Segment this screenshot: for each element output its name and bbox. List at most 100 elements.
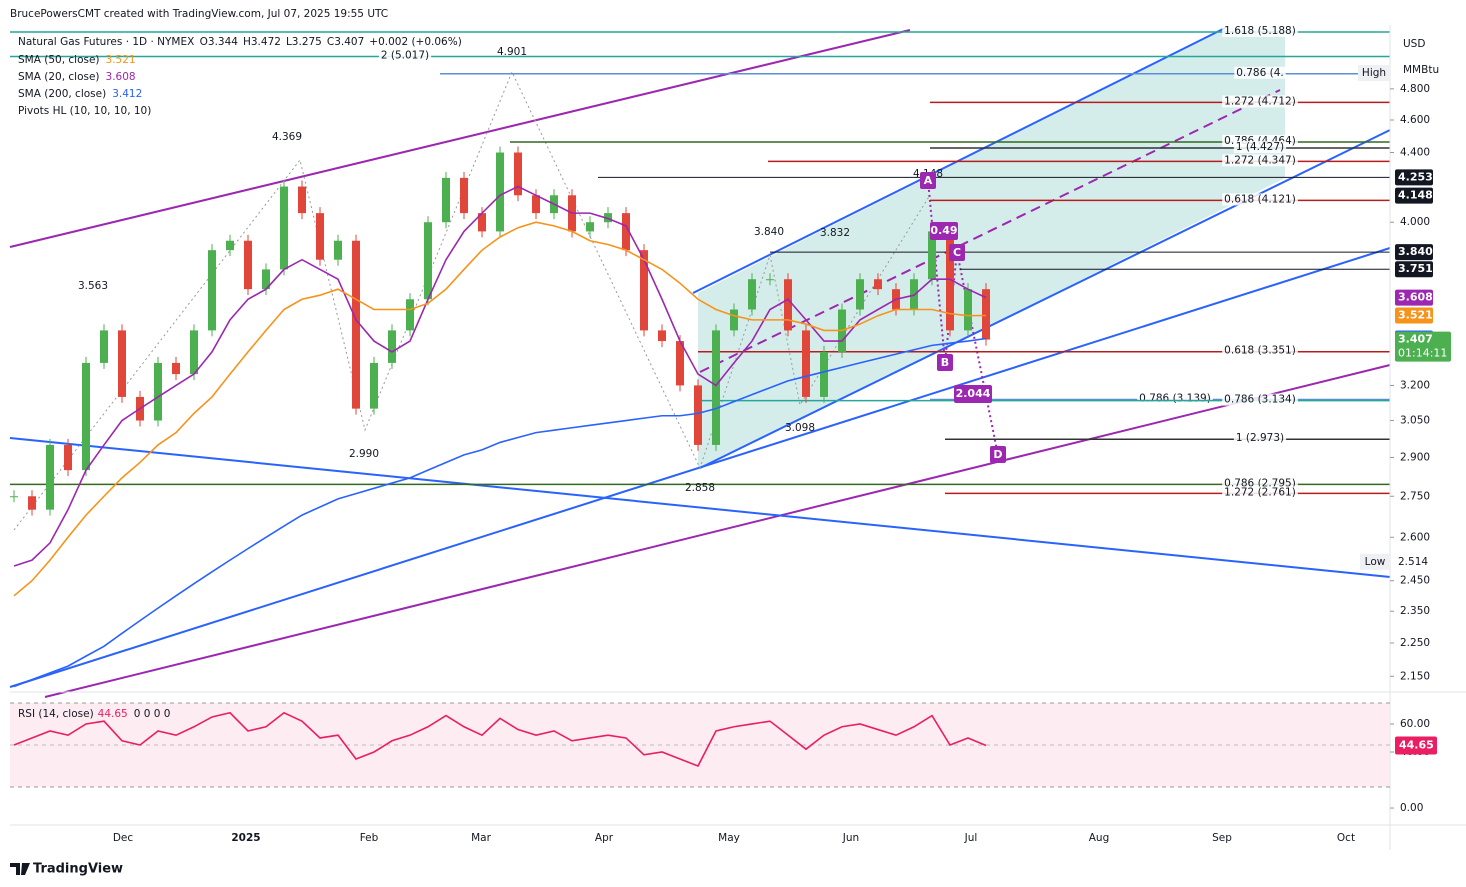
indicator-name: Pivots HL (10, 10, 10, 10) (18, 105, 151, 117)
currency: USD (1403, 38, 1425, 50)
sma-line (13, 185, 987, 567)
candle-body (190, 330, 198, 375)
candle-body (964, 289, 972, 331)
y-tick-label: 3.200 (1400, 379, 1430, 391)
y-tick-label: 2.900 (1400, 451, 1430, 463)
high-badge (1358, 65, 1390, 81)
rsi-title: RSI (14, close) (18, 708, 94, 720)
fib-label-bg (1222, 95, 1298, 108)
annotations: 4.901 4.369 3.563 2.990 3.840 3.832 3.09… (78, 46, 1006, 494)
time-label: Feb (360, 832, 379, 844)
candle-body (226, 240, 234, 251)
candle-body (370, 362, 378, 409)
fib-label-bg (1233, 141, 1287, 154)
candle-body (118, 330, 126, 397)
y-tick-label: 3.050 (1400, 415, 1430, 427)
candle-body (622, 213, 630, 251)
y-tick-label: 2.150 (1400, 670, 1430, 682)
rsi-tick-label: 0.00 (1400, 802, 1423, 814)
indicator-legend: SMA (50, close) 3.521 SMA (20, close) 3.608… (18, 54, 151, 117)
pivot-label: 3.840 (754, 226, 784, 238)
candle-body (244, 240, 252, 290)
ohlc-value: 3.275 (292, 36, 322, 48)
brand: TradingView (33, 862, 123, 877)
y-tick-label: 4.600 (1400, 114, 1430, 126)
fib-label-bg (1222, 486, 1298, 499)
y-tick-label: 4.800 (1400, 83, 1430, 95)
indicator-value: 3.412 (112, 88, 142, 100)
indicator-entry: SMA (20, close) 3.608 (18, 71, 136, 83)
time-label: Sep (1212, 832, 1232, 844)
trendline (699, 129, 1391, 469)
low-tag (1392, 553, 1436, 570)
candle-body (334, 240, 342, 260)
y-tick-label: 2.350 (1400, 605, 1430, 617)
ohlc-label: O (200, 36, 208, 48)
legend-symbol: Natural Gas Futures · 1D · NYMEX O3.344 H3… (18, 36, 462, 48)
indicator-name: SMA (50, close) (18, 54, 100, 66)
pivot-label: 4.901 (497, 46, 527, 58)
candle-body (316, 213, 324, 260)
time-label: 2025 (231, 832, 260, 844)
candle-body (730, 309, 738, 331)
rsi-legend: RSI (14, close) 44.65 0 0 0 0 (18, 708, 170, 720)
price-axis: 4.800 4.600 4.400 4.000 3.200 3.050 2.900 2.750… (1360, 83, 1451, 682)
candle-body (802, 330, 810, 397)
indicator-entry: Pivots HL (10, 10, 10, 10) (18, 105, 151, 117)
rsi-tag-label: 44.65 (1399, 738, 1434, 751)
low-value: 2.514 (1398, 556, 1428, 568)
candle-body (478, 213, 486, 232)
candle-body (928, 231, 936, 280)
unit: MMBtu (1403, 64, 1439, 76)
rsi-extra: 0 0 0 0 (134, 708, 171, 720)
pivot-label: 3.563 (78, 280, 108, 292)
candle-body (874, 279, 882, 290)
candle-body (352, 240, 360, 409)
rsi-value: 44.65 (98, 708, 128, 720)
pattern-label: B (941, 356, 949, 369)
candle-body (514, 152, 522, 196)
candle-body (982, 289, 990, 340)
pattern-point (949, 244, 965, 261)
candle-body (766, 279, 774, 281)
rsi-line (13, 711, 987, 768)
candle-body (532, 195, 540, 214)
candle-body (280, 186, 288, 270)
trendline (44, 364, 1391, 698)
price-tag (1395, 331, 1451, 362)
fib-label-bg (1222, 25, 1298, 38)
trendline (9, 29, 911, 248)
sma-line (13, 221, 987, 597)
candle-body (100, 330, 108, 363)
indicator-value: 3.608 (106, 71, 136, 83)
trendline (699, 89, 1281, 373)
time-label: Dec (113, 832, 134, 844)
chart (9, 27, 1391, 698)
indicator-name: SMA (200, close) (18, 88, 106, 100)
logo (10, 863, 30, 875)
pattern-label: A (924, 174, 933, 187)
candle-body (82, 362, 90, 471)
candle-body (694, 385, 702, 445)
candle-body (64, 444, 72, 471)
candle-body (154, 362, 162, 421)
pivot-label: 4.369 (272, 131, 302, 143)
author-line: BrucePowersCMT created with TradingView.… (10, 8, 388, 20)
candle-body (46, 444, 54, 510)
fib-label-bg (1222, 344, 1298, 357)
countdown: 01:14:11 (1398, 347, 1447, 360)
fib-label: 1.272 (4.712) (1224, 95, 1296, 107)
fib-label: 0.786 (4. (1236, 67, 1284, 79)
trendline (692, 27, 1226, 294)
time-label: Mar (471, 832, 491, 844)
fib-label: 1.272 (4.347) (1224, 154, 1296, 166)
candle-body (496, 152, 504, 232)
fib-label-bg (1137, 392, 1213, 405)
high-label: High (1362, 67, 1386, 79)
y-tick-label: 4.000 (1400, 216, 1430, 228)
fib-label: 1.618 (5.188) (1224, 25, 1296, 37)
pivot-label: 3.098 (785, 422, 815, 434)
y-tick-label: 2.250 (1400, 637, 1430, 649)
candle-body (748, 279, 756, 310)
